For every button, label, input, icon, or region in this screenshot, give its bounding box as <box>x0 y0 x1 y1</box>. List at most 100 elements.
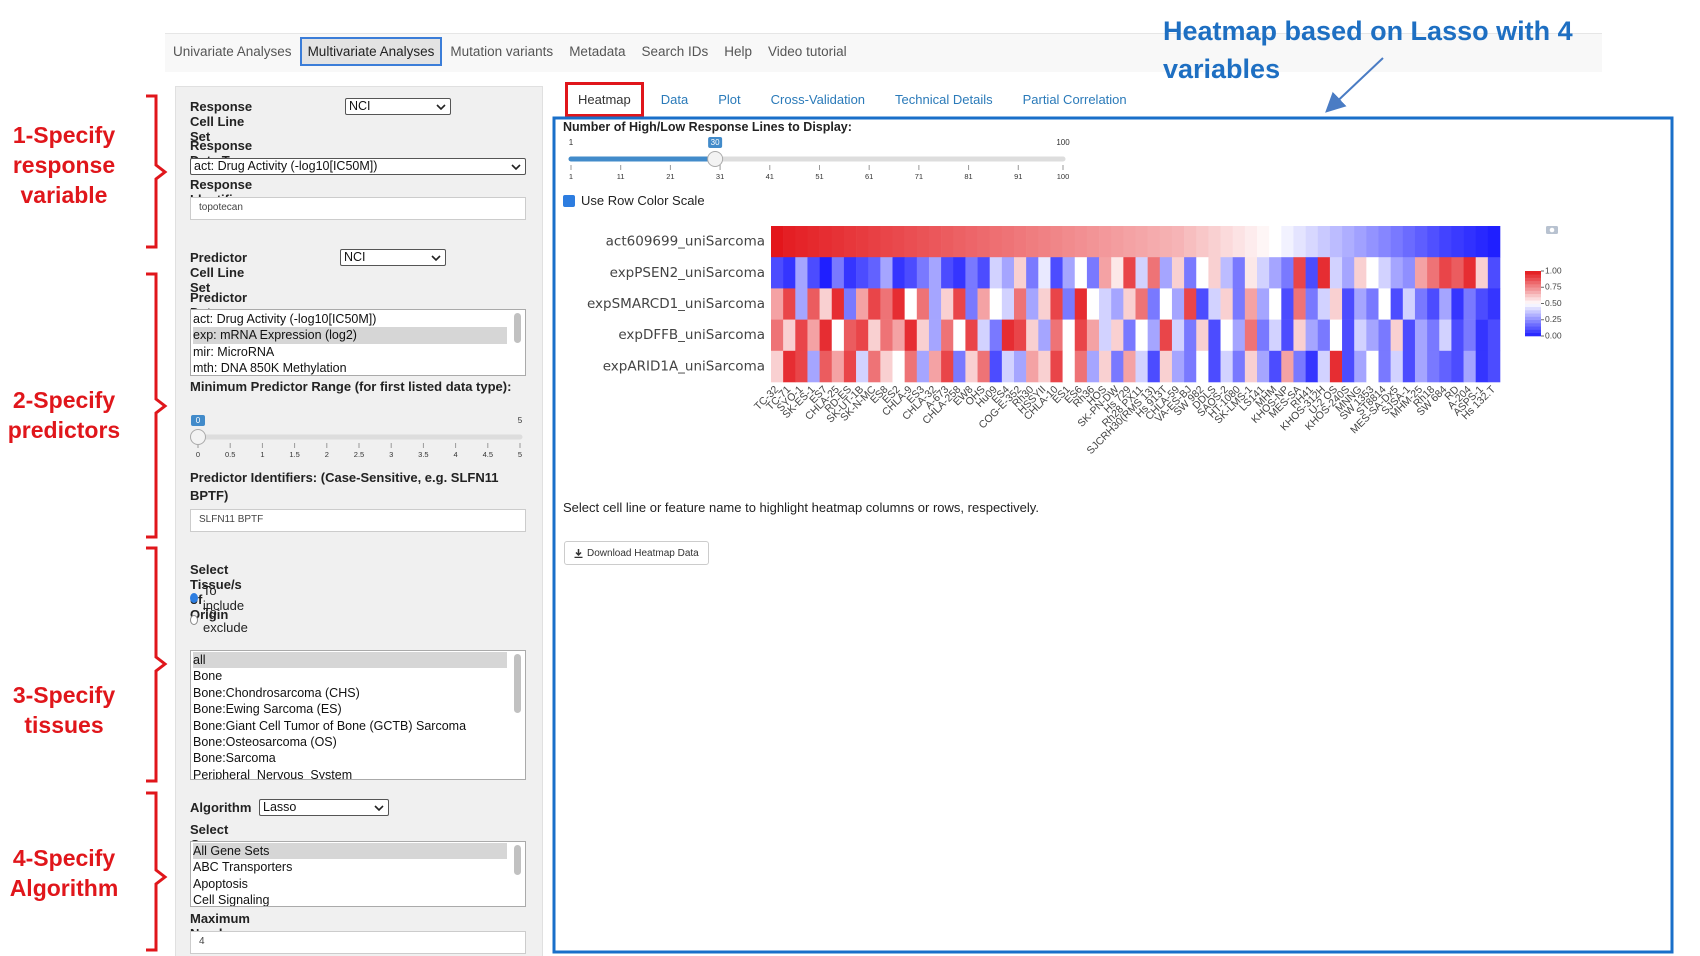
list-option[interactable]: Bone:Chondrosarcoma (CHS) <box>193 685 360 700</box>
heatmap-cell <box>1281 226 1294 258</box>
list-option[interactable]: act: Drug Activity (-log10[IC50M]) <box>193 312 377 326</box>
heatmap-cell <box>1402 288 1416 320</box>
select[interactable]: NCI <box>345 98 451 115</box>
list-option[interactable]: Cell Signaling <box>193 893 270 907</box>
heatmap-cell <box>1014 319 1027 352</box>
list-option[interactable]: mth: DNA 850K Methylation <box>193 361 347 376</box>
text-input[interactable]: topotecan <box>190 197 526 220</box>
heatmap-cell <box>928 226 942 258</box>
heatmap-cell <box>1208 288 1221 320</box>
slider-tick-label: 91 <box>1014 172 1022 181</box>
listbox[interactable]: act: Drug Activity (-log10[IC50M]) exp: m… <box>190 309 526 376</box>
heatmap-cell <box>1026 257 1039 289</box>
heatmap-cell <box>1402 350 1416 383</box>
heatmap-cell <box>1293 257 1306 289</box>
colorbar-segment <box>1525 274 1541 278</box>
heatmap-cell <box>1196 350 1209 383</box>
result-tab[interactable]: Partial Correlation <box>1022 92 1127 107</box>
slider-tick-label: 1 <box>569 172 573 181</box>
caret <box>436 104 446 110</box>
heatmap-cell <box>1463 226 1476 258</box>
heatmap-cell <box>1208 350 1221 383</box>
list-option[interactable]: Bone:Ewing Sarcoma (ES) <box>193 702 342 717</box>
heatmap-cell <box>1427 288 1440 320</box>
list-option[interactable]: Bone:Giant Cell Tumor of Bone (GCTB) Sar… <box>193 718 467 733</box>
heatmap-cell <box>1123 257 1136 289</box>
nav-tab[interactable]: Mutation variants <box>450 44 554 59</box>
heatmap-cell <box>795 257 808 289</box>
heatmap-cell <box>1086 288 1100 320</box>
download-button[interactable]: Download Heatmap Data <box>564 541 709 565</box>
heatmap-cell <box>1305 350 1319 383</box>
result-tab[interactable]: Data <box>660 92 689 107</box>
heatmap-cell <box>1038 226 1051 258</box>
text-input[interactable]: 4 <box>190 931 526 954</box>
heatmap-cell <box>843 288 857 320</box>
list-option[interactable]: mir: MicroRNA <box>193 344 275 359</box>
heatmap-cell <box>795 226 808 258</box>
nav-tab[interactable]: Univariate Analyses <box>173 44 292 59</box>
heatmap-cell <box>1135 319 1148 352</box>
heatmap-cell <box>1062 257 1076 289</box>
heatmap-cell <box>977 350 990 383</box>
heatmap-cell <box>1317 288 1331 320</box>
nav-tab[interactable]: Video tutorial <box>768 44 847 59</box>
heatmap-cell <box>1135 226 1148 258</box>
heatmap-cell <box>1184 288 1197 320</box>
heatmap-cell <box>1378 226 1391 258</box>
colorbar-segment <box>1525 297 1541 301</box>
select[interactable]: Lasso <box>259 799 389 816</box>
heatmap-cell <box>1014 226 1027 258</box>
heatmap-cell <box>1427 257 1440 289</box>
listbox[interactable]: all Bone Bone:Chondrosarcoma (CHS) Bone:Ewi… <box>190 650 526 780</box>
heatmap-cell <box>1487 288 1501 320</box>
nav-tab[interactable]: Search IDs <box>641 44 709 59</box>
result-tab[interactable]: Cross-Validation <box>770 92 866 107</box>
select-value: NCI <box>344 250 366 264</box>
select[interactable]: NCI <box>340 249 446 266</box>
heatmap-cell <box>771 319 784 352</box>
nav-tab[interactable]: Metadata <box>569 44 626 59</box>
slider-tick-label: 11 <box>617 172 625 181</box>
heatmap-cell <box>1366 226 1379 258</box>
heatmap-cell <box>1475 226 1489 258</box>
heatmap-cell <box>916 350 930 383</box>
radio-row[interactable]: To include <box>190 583 246 613</box>
listbox[interactable]: All Gene Sets ABC Transporters Apoptosis Ce… <box>190 841 526 907</box>
result-tab[interactable]: Plot <box>718 92 741 107</box>
result-tab[interactable]: Heatmap <box>565 82 644 117</box>
list-option[interactable]: Bone:Osteosarcoma (OS) <box>193 735 337 750</box>
heatmap-cell <box>783 319 796 352</box>
list-option[interactable]: Apoptosis <box>193 876 248 891</box>
nav-tab[interactable]: Multivariate Analyses <box>299 37 443 66</box>
heatmap-cell <box>1001 226 1015 258</box>
list-option[interactable]: ABC Transporters <box>193 860 293 875</box>
list-option[interactable]: All Gene Sets <box>193 843 507 860</box>
heatmap-cell <box>1159 257 1173 289</box>
list-option[interactable]: exp: mRNA Expression (log2) <box>193 327 507 344</box>
text-input[interactable]: SLFN11 BPTF <box>190 509 526 532</box>
heatmap-cell <box>1001 319 1015 352</box>
slider-tick-label: 1.5 <box>289 450 299 459</box>
list-option[interactable]: Peripheral_Nervous_System <box>193 767 353 780</box>
heatmap-cell <box>1257 288 1270 320</box>
heatmap-cell <box>1159 226 1173 258</box>
heatmap-cell <box>1305 319 1319 352</box>
heatmap-cell <box>1074 350 1088 383</box>
heatmap-cell <box>880 288 893 320</box>
checkbox[interactable] <box>563 194 575 207</box>
heatmap-cell <box>1390 350 1404 383</box>
list-option[interactable]: all <box>193 652 507 669</box>
heatmap-cell <box>1463 257 1476 289</box>
select[interactable]: act: Drug Activity (-log10[IC50M]) <box>190 158 526 175</box>
list-option[interactable]: Bone:Sarcoma <box>193 751 276 766</box>
heatmap-cell <box>1427 226 1440 258</box>
heatmap-cell <box>1305 288 1319 320</box>
result-tab[interactable]: Technical Details <box>895 92 993 107</box>
field-label: Algorithm <box>190 800 252 815</box>
nav-tab[interactable]: Help <box>724 44 753 59</box>
radio-row[interactable]: To exclude <box>190 605 250 635</box>
heatmap-cell <box>783 226 796 258</box>
list-option[interactable]: Bone <box>193 669 223 684</box>
heatmap-cell <box>1171 288 1185 320</box>
